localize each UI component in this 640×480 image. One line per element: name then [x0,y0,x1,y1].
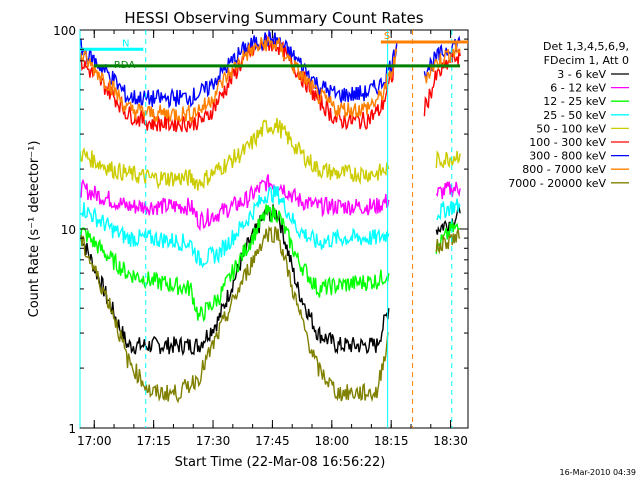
flag-label-2: S [384,31,390,42]
legend-header-line-2: FDecim 1, Att 0 [544,54,629,67]
legend-label-1: 6 - 12 keV [550,82,606,95]
x-tick-label-4: 18:00 [315,434,350,448]
legend-label-7: 800 - 7000 keV [522,163,606,176]
y-tick-label-1: 10 [61,223,76,237]
legend-label-6: 300 - 800 keV [529,150,606,163]
legend-header-line-1: Det 1,3,4,5,6,9, [543,40,629,53]
footer-timestamp: 16-Mar-2010 04:39 [560,468,637,477]
series-line-1-seg-0 [80,174,390,232]
y-axis-ticks: 1 10 100 [53,24,468,436]
x-tick-label-1: 17:15 [136,434,171,448]
y-axis-label: Count Rate (s⁻¹ detector⁻¹) [27,141,42,318]
plot-area [79,29,469,429]
legend-label-8: 7000 - 20000 keV [508,177,606,190]
chart-title: HESSI Observing Summary Count Rates [124,9,423,27]
series-line-0-seg-0 [80,204,390,357]
series-line-4-seg-0 [80,117,390,191]
series-line-8-seg-0 [80,225,389,404]
x-tick-label-6: 18:30 [433,434,468,448]
y-tick-label-2: 100 [53,24,76,38]
series-line-8-seg-1 [435,229,461,255]
series-line-3-seg-1 [436,198,461,221]
overlay-group: N RDA S [79,30,468,428]
plot-frame [79,29,469,429]
series-line-6-seg-0 [80,30,398,109]
series-line-7-seg-0 [80,36,398,124]
series-line-4-seg-1 [435,150,461,169]
legend-label-0: 3 - 6 keV [557,68,606,81]
series-line-1-seg-1 [435,181,461,200]
x-axis-ticks: 17:00 17:15 17:30 17:45 18:00 18:15 18:30 [77,30,468,448]
flag-label-0: N [122,38,129,49]
x-axis-label: Start Time (22-Mar-08 16:56:22) [175,455,386,470]
legend: Det 1,3,4,5,6,9, FDecim 1, Att 0 3 - 6 k… [508,40,629,190]
legend-label-3: 25 - 50 keV [543,109,606,122]
legend-label-4: 50 - 100 keV [536,122,606,135]
x-tick-label-3: 17:45 [255,434,290,448]
x-tick-label-5: 18:15 [374,434,409,448]
series-line-2-seg-0 [80,204,390,323]
series-line-3-seg-0 [80,185,390,269]
x-tick-label-2: 17:30 [196,434,231,448]
y-tick-label-0: 1 [68,422,76,436]
series-group [80,30,461,404]
x-tick-label-0: 17:00 [77,434,112,448]
flag-label-1: RDA [114,60,135,71]
legend-label-5: 100 - 300 keV [529,136,606,149]
legend-label-2: 12 - 25 keV [543,95,606,108]
